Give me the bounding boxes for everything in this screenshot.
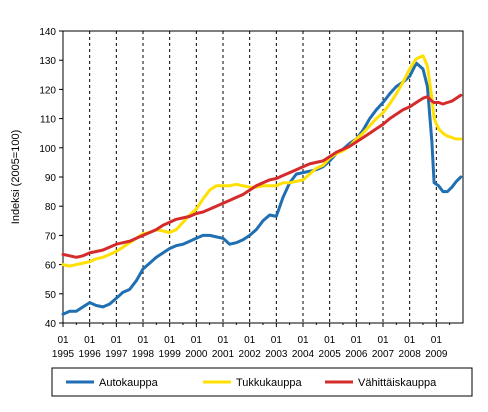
x-tick-label-month: 01 bbox=[431, 335, 443, 346]
x-tick-label-year: 1996 bbox=[79, 349, 102, 360]
x-tick-label-month: 01 bbox=[191, 335, 203, 346]
vertical-gridlines bbox=[62, 31, 451, 327]
y-tick-label: 120 bbox=[39, 85, 56, 96]
series-line-autokauppa bbox=[61, 61, 463, 316]
legend: Autokauppa Tukkukauppa Vähittäiskauppa bbox=[51, 367, 473, 397]
y-axis-title: Indeksi (2005=100) bbox=[10, 130, 22, 224]
x-tick-label-month: 01 bbox=[137, 335, 149, 346]
series-line-vähittäiskauppa bbox=[61, 93, 463, 259]
series-lines bbox=[61, 54, 463, 316]
series-line-tukkukauppa bbox=[61, 54, 463, 268]
x-tick-label-month: 01 bbox=[84, 335, 96, 346]
x-tick-label-year: 1999 bbox=[159, 349, 182, 360]
legend-label: Autokauppa bbox=[99, 377, 159, 389]
y-tick-labels: 40 50 60 70 80 90 100 110 120 130 140 bbox=[39, 27, 56, 330]
x-tick-label-month: 01 bbox=[404, 335, 416, 346]
x-tick-label-month: 01 bbox=[244, 335, 256, 346]
x-tick-label-year: 2007 bbox=[372, 349, 395, 360]
plot-area bbox=[62, 30, 464, 324]
x-tick-label-year: 2000 bbox=[185, 349, 208, 360]
x-tick-label-year: 2006 bbox=[345, 349, 368, 360]
y-tick-label: 130 bbox=[39, 56, 56, 67]
x-tick-label-month: 01 bbox=[297, 335, 309, 346]
y-tick-label: 70 bbox=[45, 231, 57, 242]
x-tick-label-month: 01 bbox=[271, 335, 283, 346]
x-tick-label-year: 1995 bbox=[52, 349, 75, 360]
y-tick-label: 100 bbox=[39, 144, 56, 155]
x-tick-label-month: 01 bbox=[217, 335, 229, 346]
x-tick-labels: 01 1995 01 1996 01 1997 01 1998 01 1999 01 2000 01 20… bbox=[52, 335, 448, 360]
x-tick-label-year: 2005 bbox=[319, 349, 342, 360]
x-tick-label-year: 2003 bbox=[265, 349, 288, 360]
y-tick-label: 60 bbox=[45, 261, 57, 272]
y-tick-label: 80 bbox=[45, 202, 57, 213]
x-tick-label-month: 01 bbox=[111, 335, 123, 346]
x-tick-label-year: 1997 bbox=[105, 349, 128, 360]
y-tick-label: 110 bbox=[40, 115, 56, 126]
x-tick-label-year: 2002 bbox=[239, 349, 262, 360]
x-tick-label-year: 2009 bbox=[425, 349, 448, 360]
x-tick-label-year: 2008 bbox=[399, 349, 422, 360]
y-tick-label: 140 bbox=[39, 27, 56, 38]
x-tick-label-year: 2001 bbox=[212, 349, 235, 360]
legend-box bbox=[51, 367, 473, 397]
y-tick-label: 50 bbox=[45, 290, 57, 301]
y-axis-ticks bbox=[59, 30, 63, 324]
x-tick-label-month: 01 bbox=[164, 335, 176, 346]
y-tick-label: 40 bbox=[45, 319, 57, 330]
legend-label: Tukkukauppa bbox=[236, 377, 303, 389]
y-tick-label: 90 bbox=[45, 173, 57, 184]
x-tick-label-month: 01 bbox=[324, 335, 336, 346]
legend-label: Vähittäiskauppa bbox=[358, 377, 437, 389]
x-tick-label-year: 1998 bbox=[132, 349, 155, 360]
x-tick-label-year: 2004 bbox=[292, 349, 315, 360]
x-tick-label-month: 01 bbox=[57, 335, 69, 346]
x-tick-label-month: 01 bbox=[351, 335, 363, 346]
x-tick-label-month: 01 bbox=[377, 335, 389, 346]
